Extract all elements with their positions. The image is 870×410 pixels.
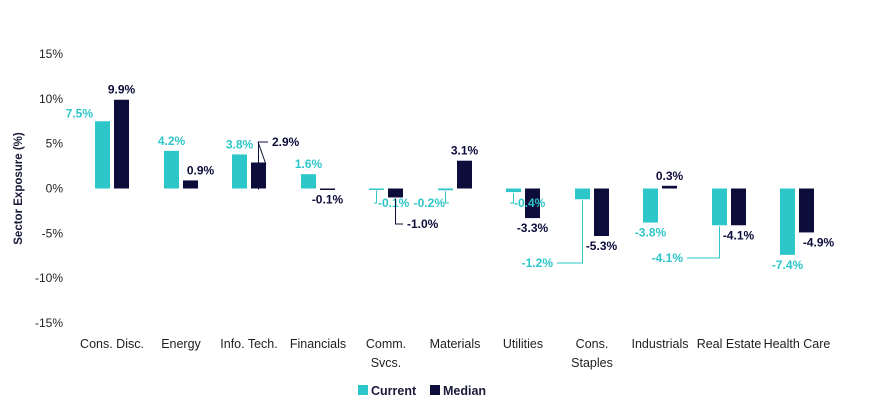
x-category-label: Svcs. — [371, 356, 402, 370]
data-label-median-5: 3.1% — [451, 144, 479, 158]
bar-median-7 — [594, 188, 609, 237]
data-label-median-9: -4.1% — [723, 228, 755, 242]
data-label-current-9: -4.1% — [652, 251, 684, 265]
bar-median-6 — [525, 188, 540, 219]
leader-line-current-6 — [510, 193, 514, 204]
bar-current-6 — [506, 188, 521, 193]
leader-line-median-2-b — [257, 141, 267, 165]
x-category-label: Materials — [430, 337, 481, 351]
x-category-label: Staples — [571, 356, 613, 370]
leader-line-median-4 — [395, 198, 403, 225]
y-tick-label: 10% — [39, 92, 63, 106]
legend-swatch-median — [430, 385, 440, 395]
bar-median-4 — [388, 188, 403, 198]
x-category-label: Health Care — [764, 337, 831, 351]
x-category-label: Industrials — [632, 337, 689, 351]
x-category-label: Energy — [161, 337, 201, 351]
data-label-current-4: -0.1% — [378, 196, 410, 210]
data-label-current-10: -7.4% — [772, 258, 804, 272]
bar-current-2 — [232, 154, 247, 189]
bar-current-4 — [369, 188, 384, 190]
x-category-label: Real Estate — [697, 337, 762, 351]
y-tick-label: 15% — [39, 47, 63, 61]
data-label-median-3: -0.1% — [312, 192, 344, 206]
bar-median-1 — [183, 180, 198, 189]
x-category-label: Info. Tech. — [220, 337, 277, 351]
bar-median-10 — [799, 188, 814, 233]
x-category-label: Financials — [290, 337, 346, 351]
y-tick-label: -10% — [35, 271, 63, 285]
bar-current-10 — [780, 188, 795, 255]
leader-line-current-4 — [374, 190, 377, 204]
y-tick-label: -15% — [35, 316, 63, 330]
data-label-median-4: -1.0% — [407, 217, 439, 231]
data-label-current-5: -0.2% — [414, 196, 446, 210]
y-tick-label: 5% — [46, 137, 64, 151]
data-label-median-7: -5.3% — [586, 239, 618, 253]
data-label-current-7: -1.2% — [522, 256, 554, 270]
data-label-median-2: 2.9% — [272, 135, 300, 149]
data-label-current-8: -3.8% — [635, 226, 667, 240]
legend-swatch-current — [358, 385, 368, 395]
bar-current-3 — [301, 174, 316, 189]
data-label-median-6: -3.3% — [517, 221, 549, 235]
bar-current-0 — [95, 121, 110, 189]
data-label-median-8: 0.3% — [656, 169, 684, 183]
data-label-median-0: 9.9% — [108, 83, 136, 97]
x-category-label: Utilities — [503, 337, 543, 351]
bar-current-1 — [164, 150, 179, 189]
bar-current-8 — [643, 188, 658, 223]
legend-label-median: Median — [443, 384, 486, 398]
y-axis-title: Sector Exposure (%) — [13, 132, 25, 245]
bar-median-8 — [662, 185, 677, 189]
bar-current-9 — [712, 188, 727, 226]
data-label-current-0: 7.5% — [66, 106, 94, 120]
x-category-label: Comm. — [366, 337, 406, 351]
leader-line-current-7 — [557, 200, 583, 264]
leader-line-current-9 — [687, 226, 720, 259]
x-category-label: Cons. Disc. — [80, 337, 144, 351]
bar-current-5 — [438, 188, 453, 191]
bar-median-9 — [731, 188, 746, 226]
y-tick-label: 0% — [46, 182, 64, 196]
x-category-label: Cons. — [576, 337, 609, 351]
bar-median-5 — [457, 160, 472, 189]
data-label-current-1: 4.2% — [158, 134, 186, 148]
bar-current-7 — [575, 188, 590, 200]
data-label-median-1: 0.9% — [187, 163, 215, 177]
bar-median-0 — [114, 99, 129, 189]
data-label-current-3: 1.6% — [295, 157, 323, 171]
bar-median-3 — [320, 188, 335, 190]
legend-label-current: Current — [371, 384, 417, 398]
data-label-median-10: -4.9% — [803, 235, 835, 249]
leader-line-current-5 — [445, 191, 449, 204]
data-label-current-2: 3.8% — [226, 137, 254, 151]
y-tick-label: -5% — [42, 226, 64, 240]
data-label-current-6: -0.4% — [514, 196, 546, 210]
